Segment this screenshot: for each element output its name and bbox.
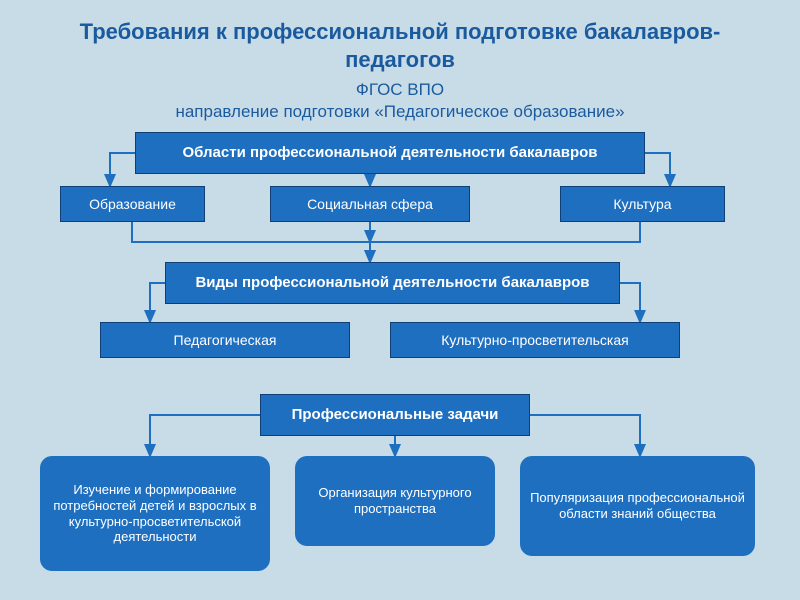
task-cultural-space: Организация культурного пространства (295, 456, 495, 546)
subtitle-line1: ФГОС ВПО (356, 80, 444, 99)
tasks-header: Профессиональные задачи (260, 394, 530, 436)
area-culture: Культура (560, 186, 725, 222)
area-social: Социальная сфера (270, 186, 470, 222)
page-subtitle: ФГОС ВПО направление подготовки «Педагог… (0, 77, 800, 129)
type-pedagogical: Педагогическая (100, 322, 350, 358)
page-title: Требования к профессиональной подготовке… (0, 0, 800, 77)
area-education: Образование (60, 186, 205, 222)
subtitle-line2: направление подготовки «Педагогическое о… (175, 102, 624, 121)
areas-header: Области профессиональной деятельности ба… (135, 132, 645, 174)
task-popularize: Популяризация профессиональной области з… (520, 456, 755, 556)
type-cultural: Культурно-просветительская (390, 322, 680, 358)
task-study-needs: Изучение и формирование потребностей дет… (40, 456, 270, 571)
types-header: Виды профессиональной деятельности бакал… (165, 262, 620, 304)
